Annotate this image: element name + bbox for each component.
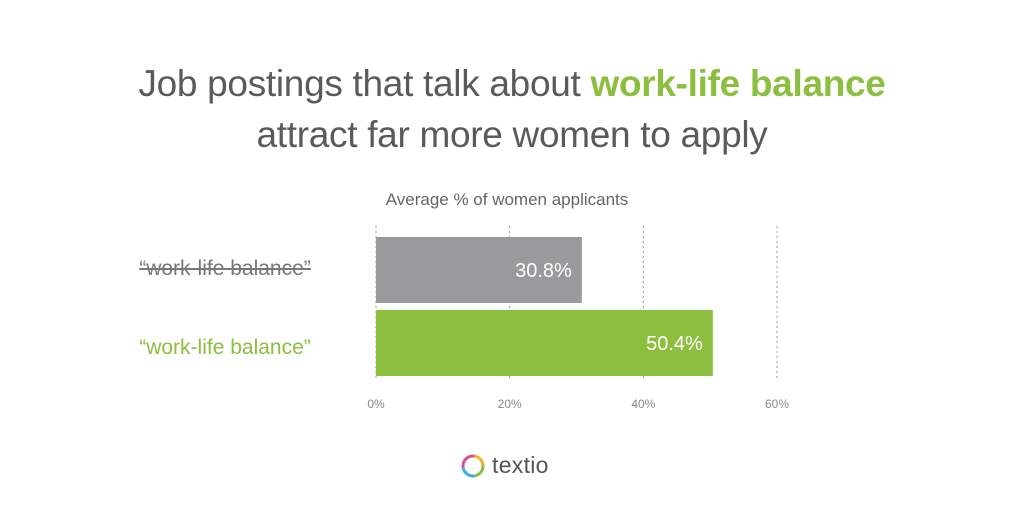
bar-value-label-2: 50.4% — [646, 333, 703, 355]
chart-title: Job postings that talk about work-life b… — [0, 58, 1024, 160]
category-label-without-phrase: “work-life balance” — [139, 257, 311, 280]
title-prefix: Job postings that talk about — [138, 63, 581, 104]
title-line-2: attract far more women to apply — [256, 114, 768, 155]
x-tick-label: 0% — [367, 397, 385, 411]
bar-value-label-1: 30.8% — [515, 260, 572, 282]
chart-subtitle: Average % of women applicants — [385, 190, 629, 209]
textio-logo: textio — [460, 452, 549, 479]
bar-1 — [376, 237, 582, 303]
x-tick-label: 20% — [498, 397, 522, 411]
textio-logo-icon — [461, 454, 485, 477]
x-tick-label: 60% — [765, 397, 789, 411]
title-highlight: work-life balance — [590, 63, 886, 104]
category-label-with-phrase: “work-life balance” — [139, 336, 311, 359]
x-tick-label: 40% — [631, 397, 655, 411]
bar-2 — [376, 310, 713, 376]
textio-logo-text: textio — [492, 452, 549, 478]
